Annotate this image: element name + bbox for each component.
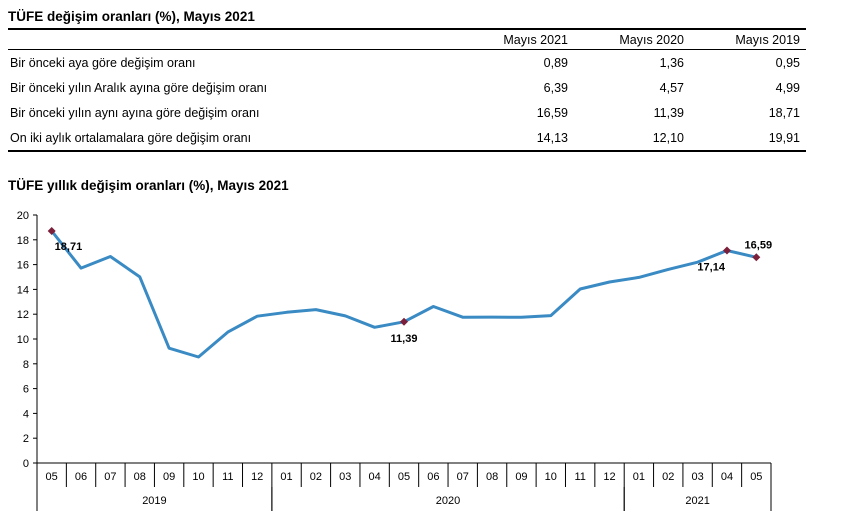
row-value: 14,13 bbox=[536, 130, 568, 145]
x-tick-label: 11 bbox=[222, 471, 233, 483]
y-tick-label: 6 bbox=[23, 384, 29, 396]
y-tick-label: 2 bbox=[23, 433, 29, 445]
x-tick-label: 03 bbox=[339, 471, 351, 483]
year-label: 2019 bbox=[142, 495, 166, 507]
chart-title: TÜFE yıllık değişim oranları (%), Mayıs … bbox=[8, 178, 289, 193]
table-title: TÜFE değişim oranları (%), Mayıs 2021 bbox=[8, 9, 255, 24]
x-tick-label: 02 bbox=[310, 471, 322, 483]
rate-table: Mayıs 2021 Mayıs 2020 Mayıs 2019 Bir önc… bbox=[8, 28, 806, 152]
x-tick-label: 09 bbox=[163, 471, 175, 483]
row-value: 4,57 bbox=[659, 80, 684, 95]
table-row: Bir önceki aya göre değişim oranı 0,89 1… bbox=[8, 50, 806, 76]
x-tick-label: 01 bbox=[633, 471, 645, 483]
table-row: Bir önceki yılın Aralık ayına göre değiş… bbox=[8, 75, 806, 100]
x-tick-label: 11 bbox=[574, 471, 585, 483]
row-value: 16,59 bbox=[536, 105, 568, 120]
x-tick-label: 06 bbox=[427, 471, 439, 483]
data-marker bbox=[722, 246, 731, 255]
row-value: 12,10 bbox=[652, 130, 684, 145]
x-tick-label: 04 bbox=[369, 471, 381, 483]
x-tick-label: 05 bbox=[46, 471, 58, 483]
table-row: On iki aylık ortalamalara göre değişim o… bbox=[8, 125, 806, 151]
row-value: 11,39 bbox=[653, 105, 684, 120]
data-label: 11,39 bbox=[391, 333, 418, 345]
x-tick-label: 09 bbox=[515, 471, 527, 483]
x-tick-label: 06 bbox=[75, 471, 87, 483]
table-header-row: Mayıs 2021 Mayıs 2020 Mayıs 2019 bbox=[8, 29, 806, 50]
x-tick-label: 08 bbox=[486, 471, 498, 483]
data-label: 17,14 bbox=[697, 261, 725, 273]
y-tick-label: 10 bbox=[17, 334, 29, 346]
x-tick-label: 07 bbox=[457, 471, 469, 483]
column-header-may-2021: Mayıs 2021 bbox=[503, 32, 568, 47]
x-tick-label: 05 bbox=[750, 471, 762, 483]
y-tick-label: 4 bbox=[23, 408, 29, 420]
row-value: 6,39 bbox=[543, 80, 568, 95]
y-tick-label: 16 bbox=[17, 260, 29, 272]
row-value: 0,89 bbox=[543, 55, 568, 70]
year-label: 2020 bbox=[436, 495, 460, 507]
row-label: Bir önceki aya göre değişim oranı bbox=[10, 55, 196, 70]
data-marker bbox=[752, 253, 761, 262]
x-tick-label: 12 bbox=[603, 471, 615, 483]
x-tick-label: 12 bbox=[251, 471, 263, 483]
x-tick-label: 07 bbox=[104, 471, 116, 483]
x-tick-label: 02 bbox=[662, 471, 674, 483]
data-labels: 18,71 11,39 17,14 16,59 bbox=[47, 226, 773, 345]
x-tick-label: 08 bbox=[134, 471, 146, 483]
y-tick-label: 14 bbox=[17, 284, 29, 296]
row-label: Bir önceki yılın aynı ayına göre değişim… bbox=[10, 105, 260, 120]
row-value: 0,95 bbox=[775, 55, 800, 70]
column-header-may-2019: Mayıs 2019 bbox=[735, 32, 800, 47]
data-marker bbox=[400, 317, 408, 326]
row-label: Bir önceki yılın Aralık ayına göre değiş… bbox=[10, 80, 268, 95]
year-label: 2021 bbox=[685, 495, 709, 507]
y-tick-label: 20 bbox=[17, 210, 29, 222]
row-value: 18,71 bbox=[768, 105, 800, 120]
y-tick-label: 18 bbox=[17, 235, 29, 247]
y-tick-label: 12 bbox=[17, 309, 29, 321]
table-row: Bir önceki yılın aynı ayına göre değişim… bbox=[8, 100, 806, 125]
x-axis-ticks: 05 06 07 08 09 10 11 12 01 02 03 04 05 06 07 08 09 10 11 12… bbox=[36, 463, 772, 511]
data-marker bbox=[47, 226, 56, 235]
header-label-cell bbox=[8, 29, 472, 50]
y-tick-label: 8 bbox=[23, 359, 29, 371]
row-value: 19,91 bbox=[768, 130, 800, 145]
y-tick-label: 0 bbox=[23, 458, 29, 470]
column-header-may-2020: Mayıs 2020 bbox=[619, 32, 684, 47]
x-tick-label: 05 bbox=[398, 471, 410, 483]
row-label: On iki aylık ortalamalara göre değişim o… bbox=[10, 130, 252, 145]
x-tick-label: 04 bbox=[721, 471, 733, 483]
x-tick-label: 10 bbox=[192, 471, 204, 483]
x-tick-label: 03 bbox=[691, 471, 703, 483]
x-tick-label: 01 bbox=[280, 471, 292, 483]
y-axis-ticks: 0 2 4 6 8 10 12 14 16 18 20 bbox=[17, 210, 37, 470]
data-label: 18,71 bbox=[55, 241, 83, 253]
data-label: 16,59 bbox=[745, 239, 773, 251]
row-value: 4,99 bbox=[775, 80, 800, 95]
x-tick-label: 10 bbox=[545, 471, 557, 483]
row-value: 1,36 bbox=[659, 55, 684, 70]
